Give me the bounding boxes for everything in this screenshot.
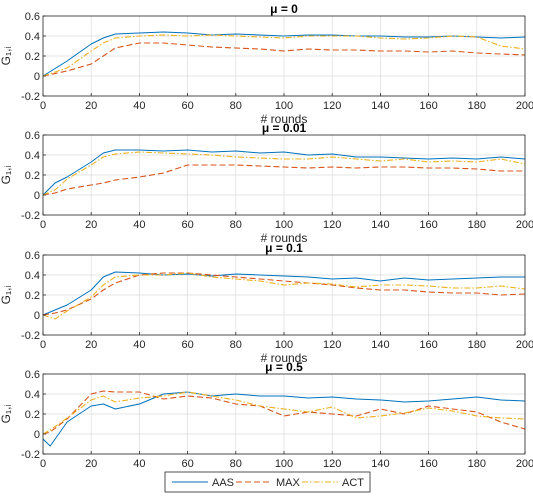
x-tick-label: 40 — [133, 458, 145, 470]
series-line-max — [42, 42, 526, 77]
x-tick-label: 20 — [85, 219, 97, 231]
x-tick-label: 140 — [371, 339, 389, 351]
y-tick-label: 0.6 — [25, 250, 40, 262]
x-tick-label: 120 — [323, 219, 341, 231]
x-tick-label: 120 — [323, 339, 341, 351]
x-tick-label: 20 — [85, 100, 97, 112]
subplot-title: μ = 0 — [270, 2, 298, 16]
subplot-title: μ = 0.01 — [262, 121, 307, 135]
series-line-aas — [42, 271, 525, 316]
x-tick-label: 100 — [275, 458, 293, 470]
y-tick-label: 0.6 — [25, 369, 40, 381]
x-axis-label: # rounds — [261, 112, 308, 126]
subplot-title: μ = 0.5 — [265, 360, 303, 374]
x-tick-label: 80 — [230, 339, 242, 351]
x-tick-label: 160 — [419, 339, 437, 351]
y-tick-label: 0.4 — [25, 31, 40, 43]
y-tick-label: 0.6 — [25, 11, 40, 23]
x-tick-label: 60 — [181, 219, 193, 231]
series-line-max — [42, 272, 526, 316]
legend-label-act: ACT — [342, 477, 364, 489]
x-tick-label: 180 — [468, 339, 486, 351]
x-tick-label: 140 — [371, 458, 389, 470]
x-axis-label: # rounds — [261, 351, 308, 365]
x-tick-label: 20 — [85, 339, 97, 351]
x-tick-label: 180 — [468, 100, 486, 112]
y-tick-label: 0.4 — [25, 150, 40, 162]
series-line-act — [42, 34, 526, 77]
x-tick-label: 0 — [40, 219, 46, 231]
x-tick-label: 100 — [275, 339, 293, 351]
y-tick-label: 0 — [34, 310, 40, 322]
x-tick-label: 160 — [419, 100, 437, 112]
y-axis-label: G₁,ᵢ — [0, 166, 13, 185]
y-tick-label: 0 — [34, 71, 40, 83]
x-tick-label: 180 — [468, 219, 486, 231]
series-line-act — [42, 272, 526, 320]
y-axis-label: G₁,ᵢ — [0, 47, 13, 66]
subplot-title: μ = 0.1 — [265, 241, 303, 255]
x-tick-label: 120 — [323, 458, 341, 470]
series-line-aas — [42, 391, 526, 447]
x-tick-label: 100 — [275, 219, 293, 231]
x-axis-label: # rounds — [261, 231, 308, 245]
subplot-3: 0 20 40 60 80 100 120 140 160 180 200-0.200.20.40.… — [0, 241, 533, 365]
legend: AAS MAX ACT — [164, 471, 371, 493]
x-tick-label: 80 — [230, 100, 242, 112]
y-axis-label: G₁,ᵢ — [0, 405, 13, 424]
x-tick-label: 40 — [133, 100, 145, 112]
y-tick-label: 0.2 — [25, 51, 40, 63]
legend-label-aas: AAS — [212, 477, 234, 489]
x-tick-label: 60 — [181, 100, 193, 112]
y-tick-label: 0.4 — [25, 389, 40, 401]
x-tick-label: 180 — [468, 458, 486, 470]
x-tick-label: 60 — [181, 339, 193, 351]
y-tick-label: 0.2 — [25, 290, 40, 302]
x-tick-label: 120 — [323, 100, 341, 112]
x-tick-label: 160 — [419, 219, 437, 231]
y-tick-label: 0.2 — [25, 409, 40, 421]
x-tick-label: 80 — [230, 219, 242, 231]
y-tick-label: 0 — [34, 190, 40, 202]
subplot-4: 0 20 40 60 80 100 120 140 160 180 200-0.200.20.40.… — [0, 360, 533, 484]
y-tick-label: -0.2 — [21, 330, 40, 342]
x-tick-label: 200 — [516, 100, 533, 112]
x-tick-label: 200 — [516, 219, 533, 231]
x-tick-label: 200 — [516, 339, 533, 351]
y-tick-label: 0.6 — [25, 130, 40, 142]
y-tick-label: -0.2 — [21, 91, 40, 103]
series-line-act — [42, 151, 526, 196]
x-tick-label: 160 — [419, 458, 437, 470]
x-tick-label: 140 — [371, 219, 389, 231]
y-tick-label: 0.4 — [25, 270, 40, 282]
x-tick-label: 60 — [181, 458, 193, 470]
subplot-2: 0 20 40 60 80 100 120 140 160 180 200-0.200.20.40.… — [0, 121, 533, 245]
series-line-aas — [42, 149, 526, 196]
x-tick-label: 40 — [133, 339, 145, 351]
x-tick-label: 20 — [85, 458, 97, 470]
y-tick-label: 0.2 — [25, 170, 40, 182]
x-tick-label: 0 — [40, 458, 46, 470]
y-tick-label: -0.2 — [21, 449, 40, 461]
x-tick-label: 140 — [371, 100, 389, 112]
series-line-act — [42, 391, 526, 435]
x-tick-label: 200 — [516, 458, 533, 470]
subplot-1: 0 20 40 60 80 100 120 140 160 180 200-0.200.20.40.… — [0, 2, 533, 126]
x-tick-label: 40 — [133, 219, 145, 231]
x-tick-label: 80 — [230, 458, 242, 470]
y-tick-label: 0 — [34, 429, 40, 441]
x-tick-label: 0 — [40, 339, 46, 351]
y-tick-label: -0.2 — [21, 210, 40, 222]
series-line-max — [42, 164, 525, 196]
subplots: 0 20 40 60 80 100 120 140 160 180 200-0.200.20.40.… — [0, 2, 533, 484]
x-tick-label: 0 — [40, 100, 46, 112]
legend-label-max: MAX — [276, 477, 301, 489]
x-tick-label: 100 — [275, 100, 293, 112]
y-axis-label: G₁,ᵢ — [0, 286, 13, 305]
